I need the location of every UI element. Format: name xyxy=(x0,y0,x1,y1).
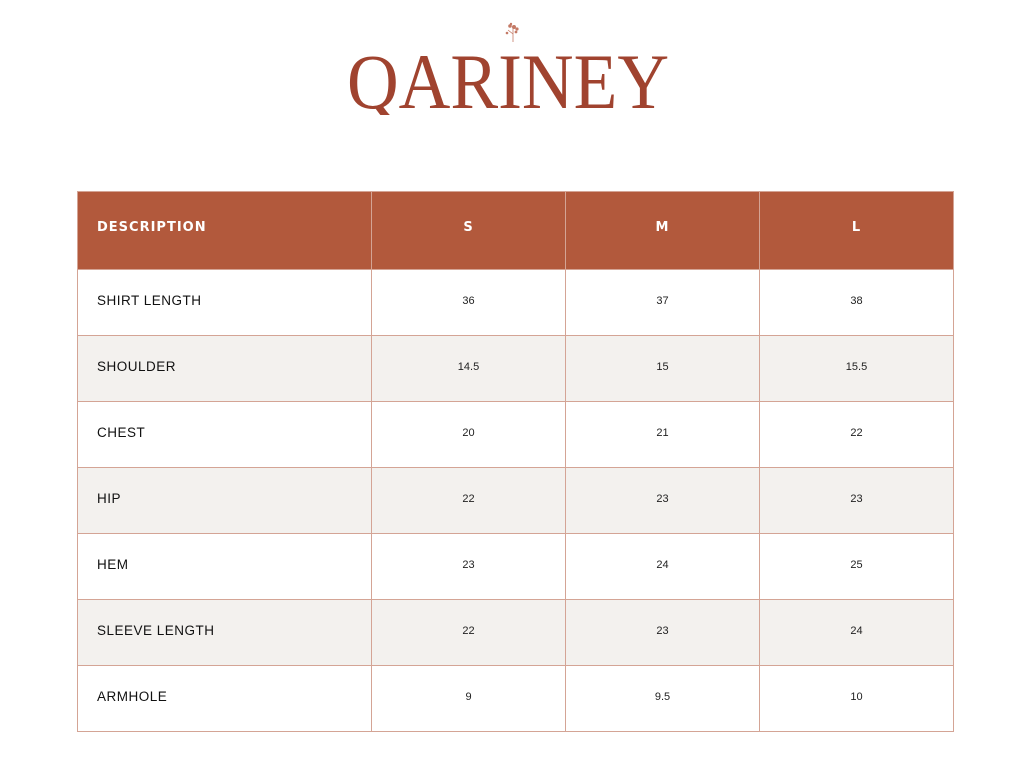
column-header-m: M xyxy=(565,191,760,270)
cell-size-m: 9.5 xyxy=(565,665,760,732)
row-label: SLEEVE LENGTH xyxy=(77,599,372,666)
cell-size-l: 10 xyxy=(759,665,954,732)
column-header-description: DESCRIPTION xyxy=(77,191,372,270)
cell-size-s: 14.5 xyxy=(371,335,566,402)
cell-size-s: 20 xyxy=(371,401,566,468)
cell-size-s: 36 xyxy=(371,269,566,336)
cell-size-l: 38 xyxy=(759,269,954,336)
table-row: HEM 23 24 25 xyxy=(77,533,954,600)
cell-size-m: 37 xyxy=(565,269,760,336)
cell-size-m: 21 xyxy=(565,401,760,468)
cell-size-s: 9 xyxy=(371,665,566,732)
cell-size-m: 15 xyxy=(565,335,760,402)
cell-size-s: 22 xyxy=(371,599,566,666)
row-label: SHOULDER xyxy=(77,335,372,402)
cell-size-l: 22 xyxy=(759,401,954,468)
cell-size-m: 23 xyxy=(565,599,760,666)
table-row: SLEEVE LENGTH 22 23 24 xyxy=(77,599,954,666)
brand-logo: QARINEY xyxy=(347,22,669,115)
column-header-l: L xyxy=(759,191,954,270)
size-chart-table: DESCRIPTION S M L SHIRT LENGTH 36 37 38 SHOU… xyxy=(77,191,954,732)
row-label: ARMHOLE xyxy=(77,665,372,732)
cell-size-l: 15.5 xyxy=(759,335,954,402)
logo-text: QARINEY xyxy=(347,38,669,115)
cell-size-l: 25 xyxy=(759,533,954,600)
row-label: HEM xyxy=(77,533,372,600)
cell-size-l: 24 xyxy=(759,599,954,666)
table-header-row: DESCRIPTION S M L xyxy=(77,191,954,270)
cell-size-m: 24 xyxy=(565,533,760,600)
cell-size-s: 23 xyxy=(371,533,566,600)
column-header-s: S xyxy=(371,191,566,270)
table-row: SHIRT LENGTH 36 37 38 xyxy=(77,269,954,336)
table-row: SHOULDER 14.5 15 15.5 xyxy=(77,335,954,402)
table-row: CHEST 20 21 22 xyxy=(77,401,954,468)
cell-size-m: 23 xyxy=(565,467,760,534)
cell-size-l: 23 xyxy=(759,467,954,534)
table-row: ARMHOLE 9 9.5 10 xyxy=(77,665,954,732)
cell-size-s: 22 xyxy=(371,467,566,534)
row-label: CHEST xyxy=(77,401,372,468)
flower-icon xyxy=(505,22,519,42)
row-label: HIP xyxy=(77,467,372,534)
row-label: SHIRT LENGTH xyxy=(77,269,372,336)
table-row: HIP 22 23 23 xyxy=(77,467,954,534)
